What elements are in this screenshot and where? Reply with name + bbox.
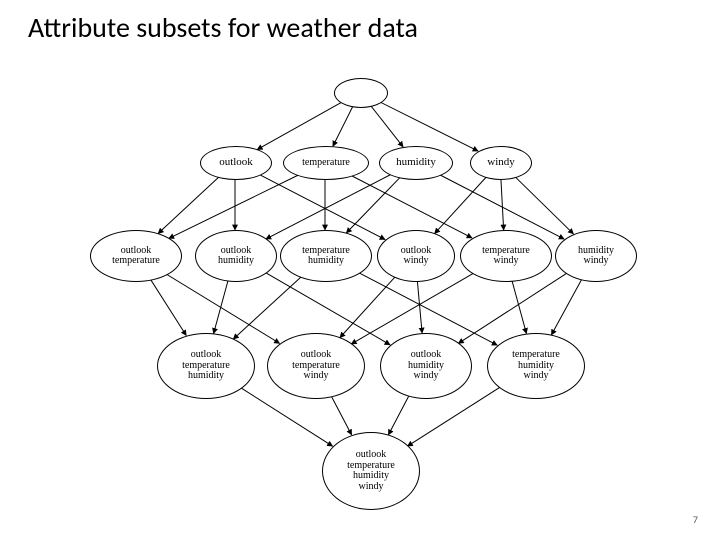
node-oth: outlooktemperaturehumidity — [157, 333, 255, 399]
node-label: outlook — [219, 157, 253, 169]
edge-oh-oth — [214, 280, 229, 334]
edge-w-hw — [514, 176, 573, 234]
node-othw: outlooktemperaturehumiditywindy — [322, 432, 420, 510]
edge-otw-othw — [331, 395, 352, 435]
node-ohw: outlookhumiditywindy — [380, 333, 472, 399]
page-number: 7 — [693, 513, 698, 526]
edge-w-ow — [435, 176, 487, 233]
node-label: humiditywindy — [578, 246, 614, 267]
edge-o-ot — [158, 176, 219, 233]
node-w: windy — [470, 146, 532, 180]
node-label: windy — [487, 157, 515, 169]
node-label: temperaturewindy — [482, 246, 530, 267]
page-title: Attribute subsets for weather data — [28, 10, 418, 45]
node-tw: temperaturewindy — [460, 230, 552, 282]
node-ot: outlooktemperature — [90, 230, 182, 282]
edge-h-th — [346, 177, 400, 233]
node-label: temperaturehumiditywindy — [512, 350, 560, 382]
node-o: outlook — [200, 146, 272, 180]
node-label: outlooktemperaturehumidity — [182, 350, 230, 382]
edge-t-tw — [350, 175, 472, 238]
node-label: outlookhumiditywindy — [408, 350, 444, 382]
node-thw: temperaturehumiditywindy — [487, 333, 585, 399]
edge-tw-thw — [512, 280, 527, 334]
edge-ow-otw — [340, 276, 396, 337]
edge-root-t — [333, 106, 353, 147]
lattice-diagram: outlooktemperaturehumiditywindyoutlookte… — [90, 70, 630, 500]
edge-hw-thw — [551, 279, 582, 335]
edge-th-oth — [233, 276, 301, 339]
node-label: temperaturehumidity — [302, 246, 350, 267]
slide: Attribute subsets for weather data outlo… — [0, 0, 720, 540]
node-label: outlooktemperature — [112, 246, 160, 267]
edge-t-ot — [169, 175, 299, 239]
node-h: humidity — [379, 146, 453, 180]
node-th: temperaturehumidity — [280, 230, 372, 282]
edge-root-o — [257, 102, 342, 150]
edge-ot-otw — [165, 273, 279, 343]
node-oh: outlookhumidity — [195, 230, 277, 282]
edge-ohw-othw — [388, 395, 409, 435]
edge-w-tw — [501, 178, 504, 230]
node-label: outlooktemperaturehumiditywindy — [347, 450, 395, 492]
edge-ow-ohw — [417, 280, 422, 333]
node-label: outlookhumidity — [218, 246, 254, 267]
node-hw: humiditywindy — [555, 230, 637, 282]
edge-root-w — [379, 102, 478, 152]
edge-ot-oth — [150, 279, 186, 336]
node-ow: outlookwindy — [377, 230, 455, 282]
node-label: outlooktemperaturewindy — [292, 350, 340, 382]
node-label: temperature — [302, 158, 350, 169]
node-label: outlookwindy — [401, 246, 432, 267]
node-label: humidity — [396, 157, 436, 169]
node-otw: outlooktemperaturewindy — [267, 333, 365, 399]
node-t: temperature — [283, 146, 369, 180]
node-root — [334, 78, 388, 108]
